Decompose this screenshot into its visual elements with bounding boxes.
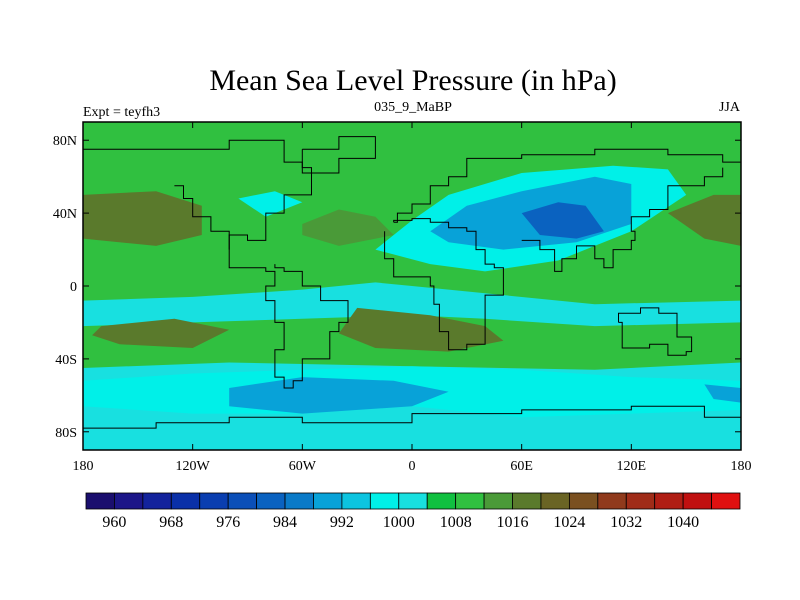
coastline-overlay	[83, 136, 742, 429]
subtitle-season: JJA	[719, 100, 741, 115]
y-tick-label: 40S	[55, 353, 77, 368]
colorbar-label: 992	[330, 514, 354, 531]
region-azores-high-0	[302, 209, 394, 246]
colorbar-swatch	[170, 492, 201, 510]
y-tick-label: 80N	[53, 134, 77, 149]
colorbar-label: 1016	[497, 514, 529, 531]
region-asian-low-1	[238, 191, 303, 217]
colorbar-swatch	[114, 492, 144, 510]
colorbar-swatch	[199, 492, 229, 510]
colorbar-swatch	[227, 492, 257, 510]
x-tick-label: 180	[731, 459, 752, 474]
coastline-7	[301, 136, 376, 174]
colorbar-swatch	[284, 492, 314, 510]
colorbar-label: 960	[102, 514, 126, 531]
colorbar-swatch	[483, 492, 513, 510]
coastline-0	[83, 139, 349, 389]
colorbar-label: 1000	[383, 514, 415, 531]
coastline-1	[174, 185, 230, 250]
region-north-pacific-high-0	[83, 191, 202, 246]
colorbar-label: 1032	[610, 514, 642, 531]
x-tick-label: 60E	[510, 459, 533, 474]
colorbar-label: 1040	[667, 514, 699, 531]
y-tick-label: 80S	[55, 426, 77, 441]
coastline-4	[521, 167, 724, 272]
colorbar-swatch	[256, 492, 286, 510]
colorbar-label: 968	[159, 514, 183, 531]
colorbar: 960 968 976 984 992 1000 1008 1016 1024 1032 1040	[85, 492, 741, 531]
y-tick-label: 40N	[53, 207, 77, 222]
map-area	[83, 122, 741, 450]
y-tick-label: 0	[70, 280, 77, 295]
chart-title: Mean Sea Level Pressure (in hPa)	[209, 64, 616, 97]
colorbar-swatch	[654, 492, 684, 510]
colorbar-swatch	[512, 492, 542, 510]
colorbar-swatch	[313, 492, 343, 510]
colorbar-label: 984	[273, 514, 297, 531]
coastline-5	[618, 307, 693, 356]
region-southern-trough-core-1	[704, 384, 741, 403]
region-asian-low-center-0	[521, 202, 604, 239]
colorbar-swatch	[568, 492, 599, 510]
colorbar-swatch	[625, 492, 656, 510]
region-south-pacific-high-0	[92, 318, 230, 348]
x-tick-label: 120W	[176, 459, 211, 474]
colorbar-swatch	[597, 492, 627, 510]
coastline-6	[83, 405, 742, 429]
x-tick-label: 0	[409, 459, 416, 474]
axes: 180 120W 60W 0 60E 120E 180 80N 40N 0 40S 80S	[53, 122, 752, 474]
colorbar-swatch	[85, 492, 115, 510]
colorbar-label: 1008	[440, 514, 472, 531]
region-north-pacific-high-1	[667, 194, 741, 246]
colorbar-swatch	[142, 492, 172, 510]
colorbar-swatch	[341, 492, 371, 510]
colorbar-label: 976	[216, 514, 240, 531]
colorbar-swatch	[682, 492, 712, 510]
colorbar-swatch	[711, 492, 741, 510]
subtitle-period: 035_9_MaBP	[374, 100, 452, 115]
x-tick-label: 180	[73, 459, 94, 474]
coastline-2	[393, 148, 742, 223]
subtitle-experiment: Expt = teyfh3	[83, 105, 160, 120]
colorbar-swatch	[426, 492, 457, 510]
colorbar-swatch	[540, 492, 570, 510]
x-tick-label: 60W	[289, 459, 317, 474]
x-tick-label: 120E	[617, 459, 647, 474]
colorbar-swatch	[455, 492, 485, 510]
coastline-3	[384, 218, 504, 351]
region-equatorial-band-0	[83, 282, 741, 327]
colorbar-label: 1024	[553, 514, 585, 531]
colorbar-swatch	[398, 492, 428, 510]
colorbar-swatch	[369, 492, 400, 510]
region-south-indian-high-0	[338, 307, 504, 352]
